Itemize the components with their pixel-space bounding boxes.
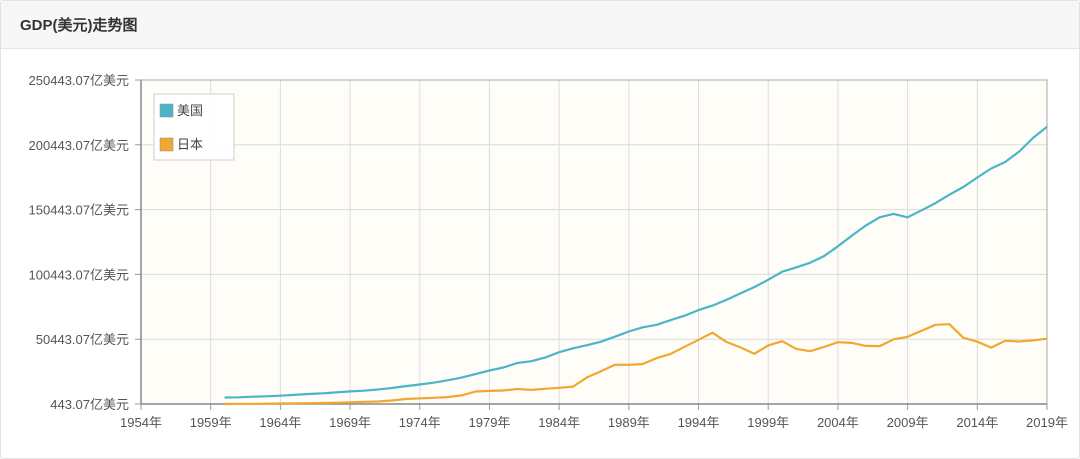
legend-label[interactable]: 日本: [177, 137, 203, 152]
x-tick-label: 1999年: [747, 415, 789, 430]
legend-label[interactable]: 美国: [177, 103, 203, 118]
x-tick-label: 1979年: [469, 415, 511, 430]
x-tick-label: 2014年: [956, 415, 998, 430]
x-tick-label: 1994年: [678, 415, 720, 430]
x-tick-label: 1969年: [329, 415, 371, 430]
series-line-usa: [224, 125, 1048, 399]
series-line-japan: [224, 323, 1048, 406]
panel-header: GDP(美元)走势图: [1, 1, 1079, 49]
legend-swatch[interactable]: [159, 137, 174, 152]
y-tick-label: 50443.07亿美元: [36, 332, 129, 347]
y-tick-label: 200443.07亿美元: [29, 138, 129, 153]
axes: 443.07亿美元 50443.07亿美元 100443.07亿美元 150443.0…: [29, 73, 1068, 430]
panel-title: GDP(美元)走势图: [20, 17, 138, 34]
y-tick-label: 100443.07亿美元: [29, 267, 129, 282]
y-tick-label: 250443.07亿美元: [29, 73, 129, 88]
y-tick-label: 443.07亿美元: [50, 397, 129, 412]
y-tick-label: 150443.07亿美元: [29, 203, 129, 218]
x-tick-label: 1974年: [399, 415, 441, 430]
x-tick-label: 2019年: [1026, 415, 1068, 430]
x-tick-label: 2004年: [817, 415, 859, 430]
series-lines: [224, 125, 1048, 406]
x-tick-label: 1989年: [608, 415, 650, 430]
gdp-line-chart: 443.07亿美元 50443.07亿美元 100443.07亿美元 150443.0…: [29, 73, 1068, 430]
legend-swatch[interactable]: [159, 103, 174, 118]
x-tick-label: 2009年: [887, 415, 929, 430]
plot-area: [141, 80, 1047, 404]
x-tick-label: 1964年: [259, 415, 301, 430]
x-tick-label: 1959年: [190, 415, 232, 430]
x-tick-label: 1984年: [538, 415, 580, 430]
x-tick-label: 1954年: [120, 415, 162, 430]
